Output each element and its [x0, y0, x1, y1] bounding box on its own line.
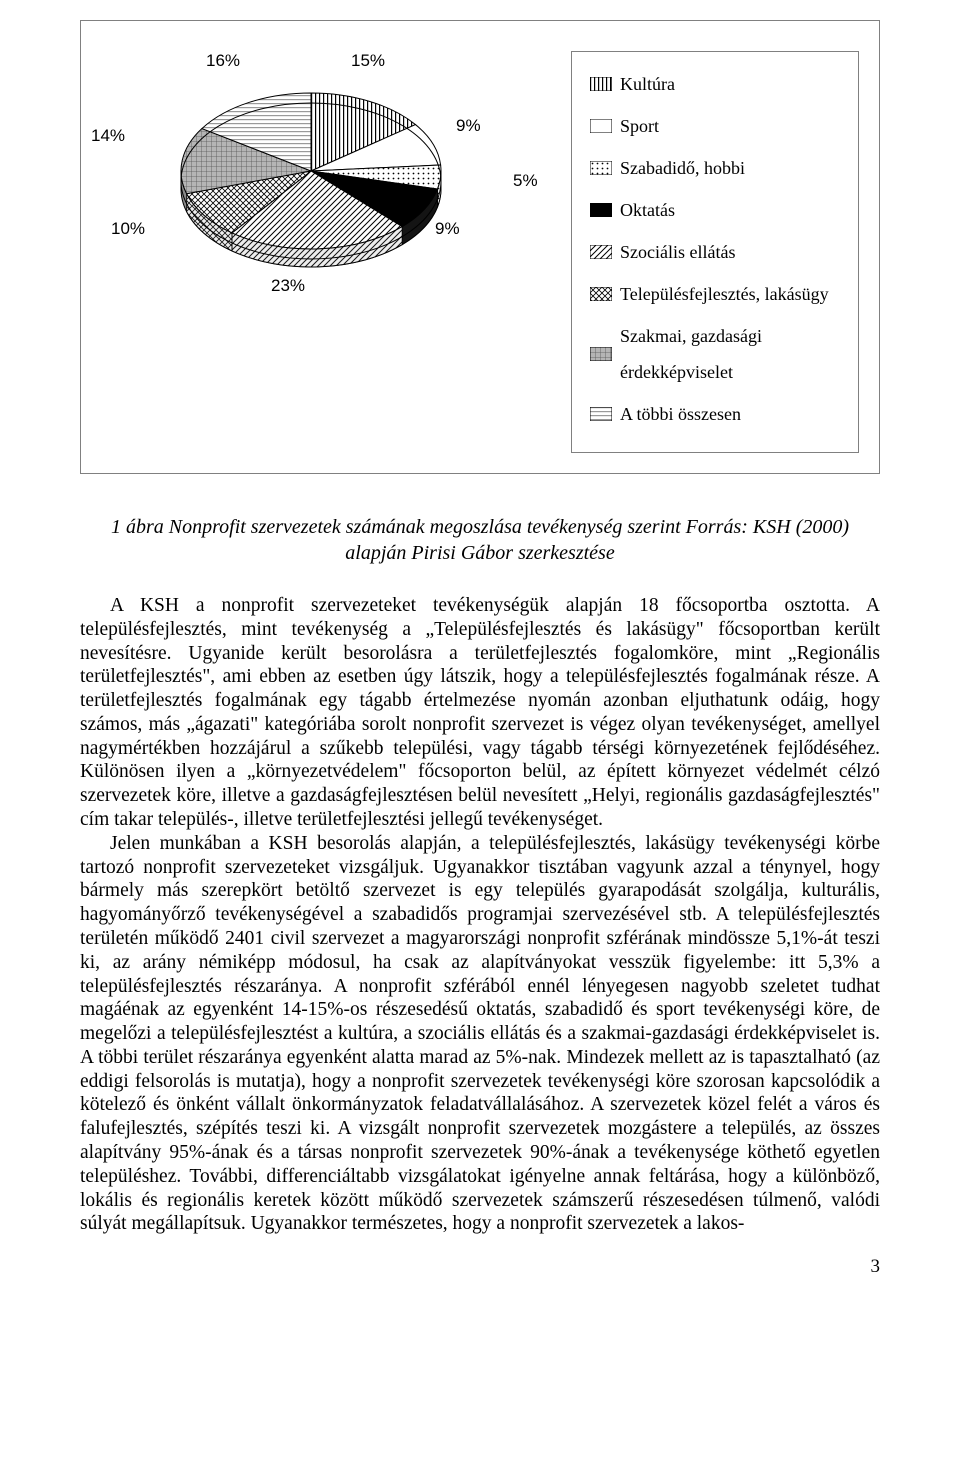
legend-swatch: [590, 287, 612, 301]
legend-item: Oktatás: [590, 192, 840, 228]
legend-box: Kultúra Sport Szabadidő, hobbi Oktatás S…: [571, 51, 859, 453]
body-text: A KSH a nonprofit szervezeteket tevékeny…: [80, 594, 880, 1236]
pie-chart-area: 15% 9% 5% 9% 23% 10% 14% 16%: [91, 41, 541, 321]
legend-item: Kultúra: [590, 66, 840, 102]
pie-slice-label: 14%: [91, 126, 125, 146]
legend-item: Szociális ellátás: [590, 234, 840, 270]
legend-label: Településfejlesztés, lakásügy: [620, 276, 829, 312]
legend-label: Oktatás: [620, 192, 675, 228]
pie-svg-wrap: [171, 71, 451, 296]
pie-slice-label: 23%: [271, 276, 305, 296]
pie-chart: [171, 71, 451, 291]
legend-label: A többi összesen: [620, 396, 741, 432]
legend-swatch: [590, 407, 612, 421]
page-container: 15% 9% 5% 9% 23% 10% 14% 16% Kultúra Sport Szab…: [0, 0, 960, 1318]
legend-label: Kultúra: [620, 66, 675, 102]
paragraph: A KSH a nonprofit szervezeteket tevékeny…: [80, 594, 880, 832]
legend-label: Sport: [620, 108, 659, 144]
legend-label: Szakmai, gazdasági érdekképviselet: [620, 318, 840, 390]
legend-item: Sport: [590, 108, 840, 144]
legend-item: Szakmai, gazdasági érdekképviselet: [590, 318, 840, 390]
legend-swatch: [590, 203, 612, 217]
legend-item: Szabadidő, hobbi: [590, 150, 840, 186]
pie-slice-label: 9%: [456, 116, 481, 136]
legend-swatch: [590, 245, 612, 259]
legend-item: Településfejlesztés, lakásügy: [590, 276, 840, 312]
legend-swatch: [590, 347, 612, 361]
chart-panel: 15% 9% 5% 9% 23% 10% 14% 16% Kultúra Sport Szab…: [80, 20, 880, 474]
legend-item: A többi összesen: [590, 396, 840, 432]
paragraph: Jelen munkában a KSH besorolás alapján, …: [80, 832, 880, 1236]
pie-slice-label: 15%: [351, 51, 385, 71]
pie-slice-label: 10%: [111, 219, 145, 239]
legend-label: Szabadidő, hobbi: [620, 150, 745, 186]
legend-swatch: [590, 119, 612, 133]
figure-caption: 1 ábra Nonprofit szervezetek számának me…: [80, 514, 880, 566]
legend-swatch: [590, 161, 612, 175]
pie-slice-label: 9%: [435, 219, 460, 239]
legend-swatch: [590, 77, 612, 91]
pie-slice-label: 5%: [513, 171, 538, 191]
page-number: 3: [80, 1256, 880, 1278]
pie-slice-label: 16%: [206, 51, 240, 71]
legend-label: Szociális ellátás: [620, 234, 735, 270]
